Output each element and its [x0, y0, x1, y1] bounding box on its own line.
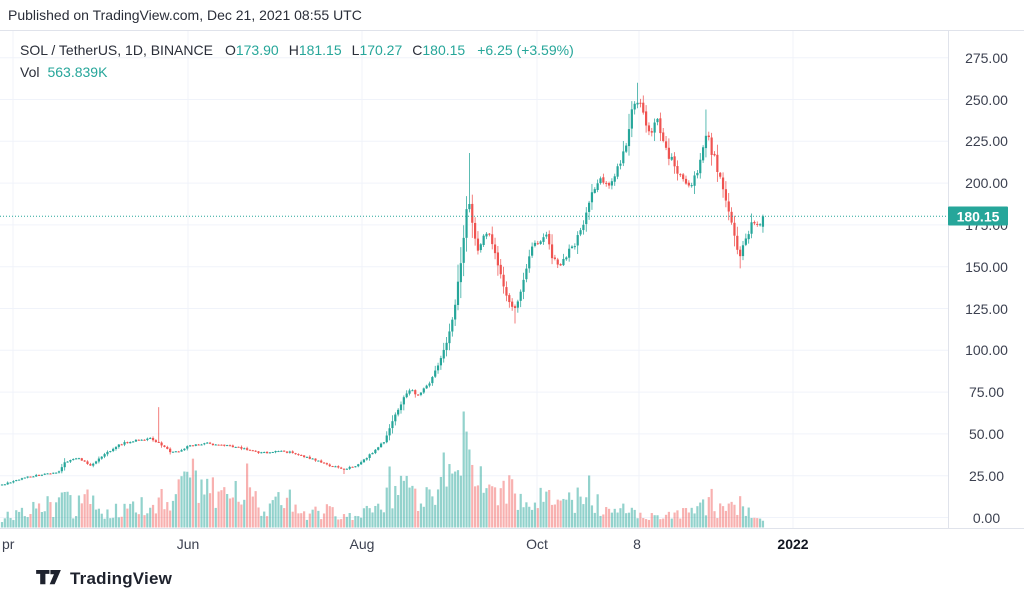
price-axis-label: 100.00 [965, 342, 1008, 359]
price-axis-label: 75.00 [968, 384, 1005, 401]
price-axis-label: 250.00 [965, 91, 1008, 108]
time-axis-label: 2022 [777, 536, 809, 552]
published-text: Published on TradingView.com, Dec 21, 20… [8, 7, 362, 23]
tradingview-logo-link[interactable]: TradingView [36, 569, 172, 589]
price-axis-label: 50.00 [968, 425, 1005, 442]
price-axis-label: 225.00 [965, 133, 1008, 150]
price-axis-label: 25.00 [968, 467, 1005, 484]
candlestick-chart-canvas[interactable] [0, 31, 948, 528]
chart-frame: SOL / TetherUS, 1D, BINANCE O173.90 H181.1… [0, 30, 1024, 560]
published-bar: Published on TradingView.com, Dec 21, 20… [0, 0, 1024, 30]
time-axis-label: Aug [349, 536, 375, 552]
price-axis-label: 150.00 [965, 258, 1008, 275]
price-axis-label: 275.00 [965, 49, 1008, 66]
price-axis-label: 200.00 [965, 175, 1008, 192]
time-axis-label: pr [2, 536, 15, 552]
time-axis[interactable]: pr Jun Aug Oct 8 2022 [0, 528, 1024, 559]
price-axis-label: 125.00 [965, 300, 1008, 317]
price-axis-label: 0.00 [972, 509, 1001, 526]
time-axis-label: 8 [633, 536, 641, 552]
last-price-badge: 180.15 [948, 206, 1008, 226]
time-axis-label: Jun [176, 536, 200, 552]
tradingview-brand-text: TradingView [70, 569, 173, 588]
chart-pane[interactable] [0, 31, 949, 528]
time-axis-label: Oct [526, 536, 548, 552]
price-axis[interactable]: 0.0025.0050.0075.00100.00125.00150.00175… [948, 31, 1024, 559]
footer-bar: TradingView [0, 558, 1024, 600]
tradingview-logo-icon [36, 569, 61, 584]
